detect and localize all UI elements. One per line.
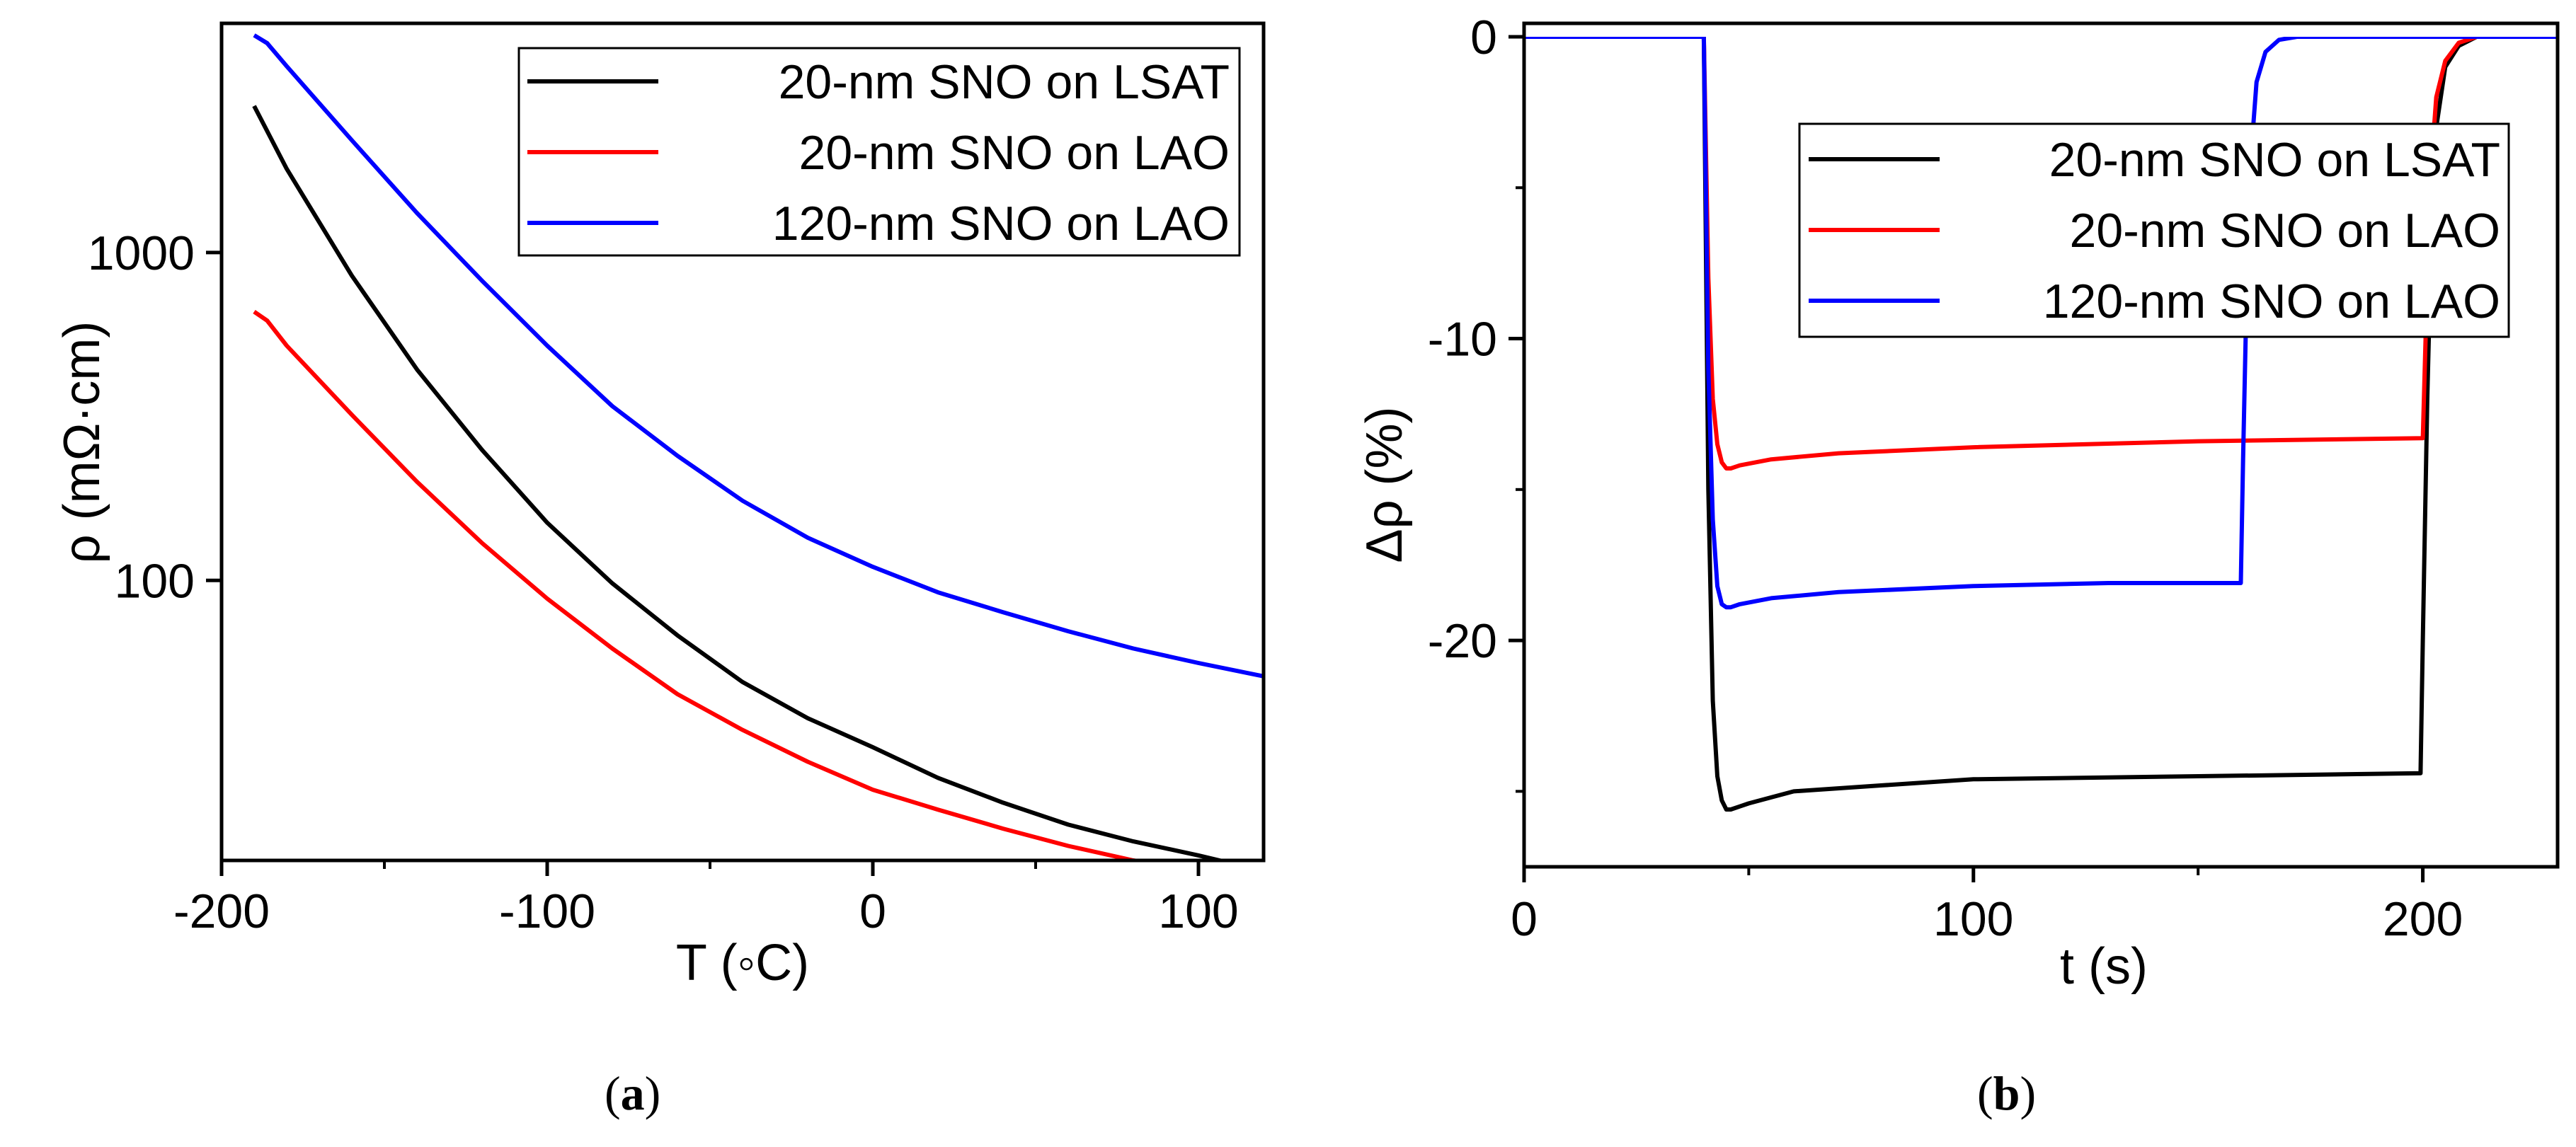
panel-a-x-tick-label: 100 — [1158, 884, 1238, 938]
panel-b-y-axis-label: Δρ (%) — [1356, 406, 1413, 563]
panel-a-plot-area — [252, 33, 1264, 860]
panel-a-y-tick-label: 1000 — [88, 226, 195, 280]
panel-b-y-tick-label: -10 — [1428, 313, 1497, 367]
panel-b-x-axis-label: t (s) — [2060, 938, 2148, 995]
panel-a-frame — [219, 21, 1266, 863]
panel-b-legend: 20-nm SNO on LSAT 20-nm SNO on LAO 120-nm … — [1798, 122, 2510, 338]
panel-b-series-line-2 — [1524, 37, 2558, 471]
panel-b-plot-area — [1524, 37, 2558, 812]
panel-b-x-tick-label: 100 — [1933, 892, 2013, 946]
panel-b-frame — [1522, 21, 2560, 869]
panel-a-axes: -200 -100 0 100 100 1000 — [88, 226, 1239, 938]
panel-b-y-tick-label: 0 — [1470, 11, 1497, 64]
panel-a-y-axis-label: ρ (mΩ·cm) — [54, 321, 110, 564]
panel-b-legend-label: 20-nm SNO on LSAT — [2049, 133, 2500, 187]
panel-a-legend-label: 20-nm SNO on LSAT — [779, 55, 1230, 109]
panel-b-legend-label: 20-nm SNO on LAO — [2070, 204, 2500, 258]
panel-b-series-line-1 — [1524, 37, 2558, 812]
panel-b-y-tick-label: -20 — [1428, 614, 1497, 668]
panel-a-legend: 20-nm SNO on LSAT 20-nm SNO on LAO 120-nm … — [517, 47, 1241, 257]
panel-b-x-tick-label: 200 — [2383, 892, 2463, 946]
panel-a-series-line-2 — [253, 310, 1147, 860]
panel-a: -200 -100 0 100 100 1000 T (◦C) ρ (mΩ·cm) 20-… — [54, 21, 1266, 991]
panel-a-caption: (a) — [605, 1066, 661, 1120]
panel-a-series-line-1 — [252, 105, 1229, 860]
panel-a-legend-label: 20-nm SNO on LAO — [799, 126, 1230, 180]
panel-b-series-line-3 — [1524, 37, 2558, 610]
panel-b-caption: (b) — [1977, 1066, 2037, 1120]
panel-a-x-tick-label: 0 — [859, 884, 886, 938]
panel-a-series-line-3 — [253, 33, 1264, 679]
panel-b-legend-label: 120-nm SNO on LAO — [2043, 275, 2500, 328]
panel-b-x-tick-label: 0 — [1511, 892, 1538, 946]
panel-a-y-tick-label: 100 — [115, 554, 195, 608]
panel-b: 0 100 200 0 -10 -20 t (s) Δρ (%) 20-nm SNO on… — [1356, 11, 2560, 995]
panel-a-x-axis-label: T (◦C) — [676, 935, 809, 991]
panel-b-axes: 0 100 200 0 -10 -20 — [1428, 11, 2463, 946]
panel-a-x-tick-label: -200 — [173, 884, 270, 938]
panel-a-legend-label: 120-nm SNO on LAO — [772, 197, 1230, 250]
panel-a-x-tick-label: -100 — [499, 884, 595, 938]
